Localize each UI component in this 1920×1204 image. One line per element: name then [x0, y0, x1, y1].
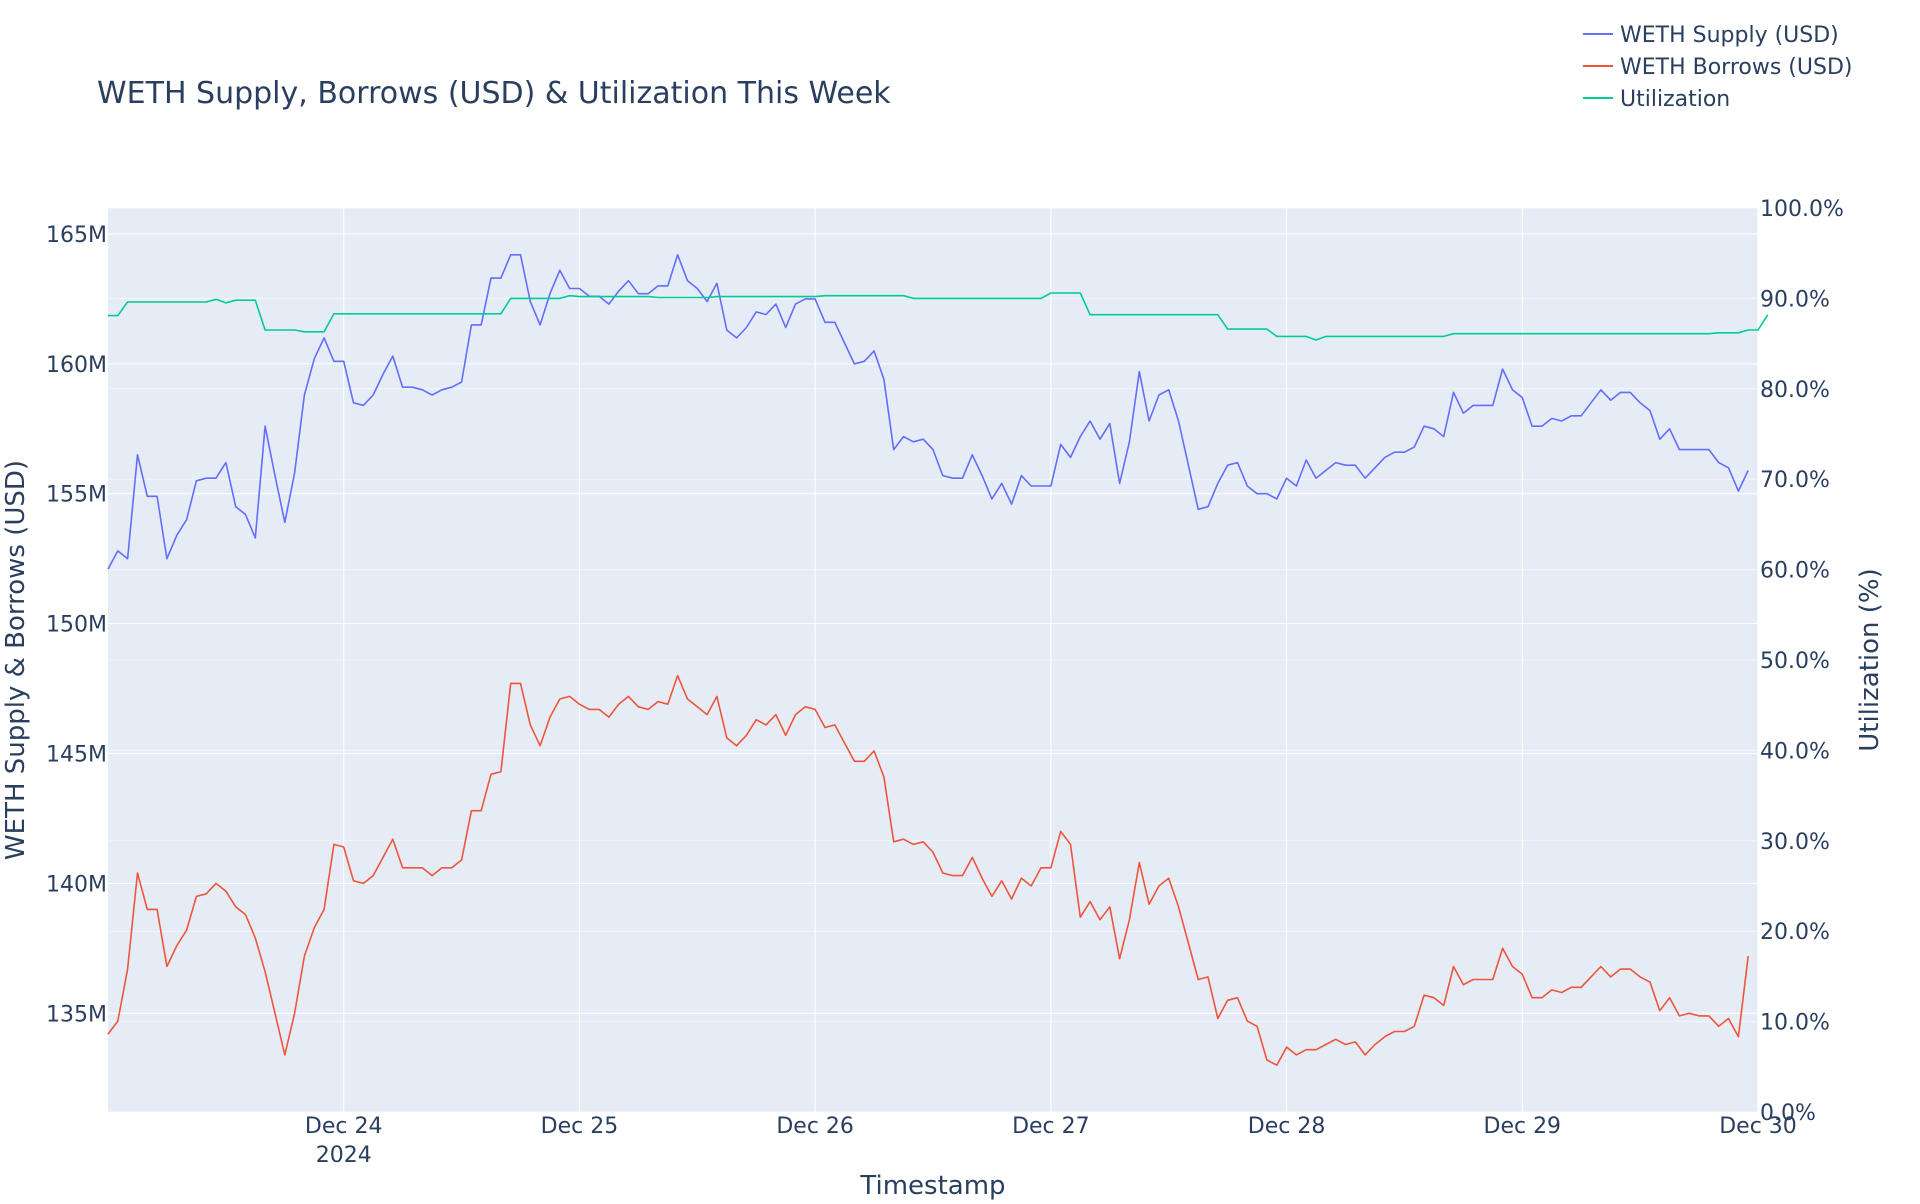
chart-title: WETH Supply, Borrows (USD) & Utilization…: [97, 76, 891, 111]
y2-tick-label: 90.0%: [1760, 287, 1830, 312]
legend-label-utilization: Utilization: [1620, 87, 1730, 112]
y-tick-label: 150M: [46, 613, 107, 638]
y-axis-label: WETH Supply & Borrows (USD): [1, 460, 31, 860]
x-tick-label: Dec 26: [776, 1114, 854, 1139]
series-lines: [107, 254, 1769, 1066]
y2-tick-label: 10.0%: [1760, 1011, 1830, 1036]
x-tick-label: Dec 24: [305, 1114, 383, 1139]
y2-tick-label: 100.0%: [1760, 197, 1844, 222]
legend: WETH Supply (USD) WETH Borrows (USD) Utili…: [1583, 23, 1852, 112]
y2-axis-ticks: 0.0% 10.0% 20.0% 30.0% 40.0% 50.0% 60.0% 70.0% 8…: [1760, 197, 1844, 1126]
y2-tick-label: 50.0%: [1760, 649, 1830, 674]
y2-axis-label: Utilization (%): [1855, 568, 1885, 752]
x-tick-label: Dec 27: [1012, 1114, 1090, 1139]
y2-tick-label: 40.0%: [1760, 739, 1830, 764]
legend-label-weth-borrows-usd: WETH Borrows (USD): [1620, 55, 1852, 80]
x-tick-label: Dec 25: [541, 1114, 619, 1139]
y-tick-label: 145M: [46, 743, 107, 768]
y-tick-label: 135M: [46, 1002, 107, 1027]
x-tick-label: Dec 30: [1719, 1114, 1797, 1139]
x-axis-ticks: Dec 24 2024 Dec 25 Dec 26 Dec 27 Dec 28 Dec 29…: [305, 1114, 1797, 1168]
x-tick-label: Dec 28: [1248, 1114, 1326, 1139]
legend-label-weth-supply-usd: WETH Supply (USD): [1620, 23, 1839, 48]
y-tick-label: 155M: [46, 483, 107, 508]
series-line-weth-borrows-usd: [107, 674, 1749, 1066]
series-line-weth-supply-usd: [107, 254, 1749, 570]
y-tick-label: 160M: [46, 353, 107, 378]
x-axis-label: Timestamp: [859, 1171, 1005, 1200]
y-tick-label: 165M: [46, 223, 107, 248]
y2-tick-label: 20.0%: [1760, 920, 1830, 945]
series-line-utilization: [108, 292, 1769, 341]
y2-tick-label: 30.0%: [1760, 830, 1830, 855]
x-tick-label: Dec 29: [1484, 1114, 1562, 1139]
y-tick-label: 140M: [46, 872, 107, 897]
y-axis-ticks: 135M 140M 145M 150M 155M 160M 165M: [46, 223, 107, 1027]
y2-tick-label: 60.0%: [1760, 559, 1830, 584]
y2-tick-label: 80.0%: [1760, 378, 1830, 403]
x-tick-sublabel: 2024: [316, 1143, 372, 1168]
y2-tick-label: 70.0%: [1760, 468, 1830, 493]
y2-tick-label: 0.0%: [1760, 1101, 1816, 1126]
